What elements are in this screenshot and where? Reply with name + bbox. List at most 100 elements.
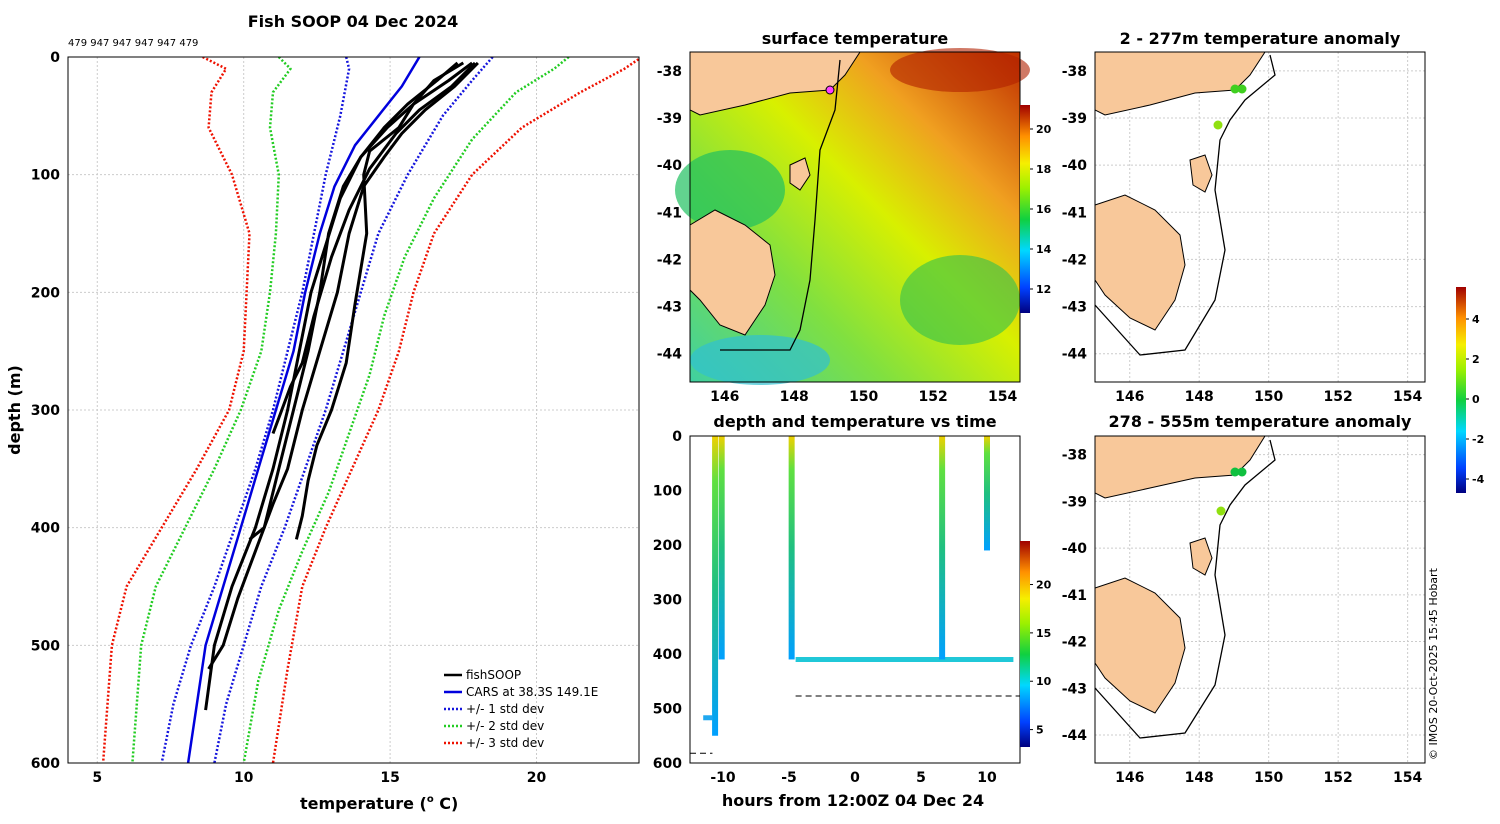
- profile-ytick-label: 200: [31, 285, 60, 301]
- time-xlabel: hours from 12:00Z 04 Dec 24: [722, 791, 984, 810]
- anom-top-title: 2 - 277m temperature anomaly: [1120, 29, 1401, 48]
- sst-xtick-label: 146: [710, 389, 739, 405]
- sst-xtick-label: 150: [849, 389, 878, 405]
- sst-cool-patch-east: [900, 255, 1020, 345]
- anom-top-point-2: [1237, 84, 1247, 94]
- anom-bot-xtick-label: 148: [1185, 770, 1214, 786]
- sst-map-ticks: 146 148 150 152 154 -38 -39 -40 -41 -42 -43 -44: [657, 64, 1018, 405]
- anom-top-ticks: 146 148 150 152 154 -38 -39 -40 -41 -42 -43 -44: [1062, 64, 1423, 405]
- anom-top-xtick-label: 146: [1115, 389, 1144, 405]
- flinders-island: [789, 157, 811, 191]
- profile-panel: Fish SOOP 04 Dec 2024 479 947 947 947 94…: [5, 12, 640, 813]
- time-ytick-label: 200: [653, 538, 682, 554]
- anom-bot-panel: 278 - 555m temperature anomaly 146 148 150…: [1062, 412, 1426, 786]
- profile-xtick-label: 20: [527, 770, 547, 786]
- anom-bot-ytick-label: -42: [1062, 635, 1087, 651]
- profile-ytick-label: 600: [31, 756, 60, 772]
- anom-bot-axes-box: [1094, 435, 1426, 764]
- sst-ytick-label: -43: [657, 300, 682, 316]
- anom-bot-ytick-label: -38: [1062, 448, 1087, 464]
- anom-top-xtick-label: 150: [1254, 389, 1283, 405]
- anom-bot-shelf-contour: [1094, 439, 1276, 739]
- anom-bot-xtick-label: 154: [1393, 770, 1422, 786]
- sst-cool-patch-south: [690, 335, 830, 385]
- anom-top-ytick-label: -43: [1062, 300, 1087, 316]
- profile-line-fishsoop-cast-5: [271, 61, 477, 435]
- anomaly-colorbar-tick-label: -2: [1472, 433, 1484, 446]
- profile-line--3-std-dev-high: [271, 57, 639, 763]
- time-colorbar-tick-label: 20: [1036, 579, 1052, 592]
- profile-xtick-label: 15: [380, 770, 399, 786]
- mainland-australia: [689, 51, 861, 116]
- time-ytick-label: 100: [653, 484, 682, 500]
- anom-top-ytick-label: -39: [1062, 111, 1087, 127]
- profile-ylabel: depth (m): [5, 365, 24, 455]
- time-colorbar-tick-label: 5: [1036, 724, 1044, 737]
- time-ytick-label: 0: [672, 429, 682, 445]
- anom-bot-point-1: [1230, 467, 1240, 477]
- time-series-cast-5: [984, 436, 990, 551]
- profile-grid: [68, 56, 639, 764]
- sst-ytick-label: -40: [657, 158, 683, 174]
- anom-top-shelf-contour: [1094, 54, 1276, 356]
- shelf-contour: [720, 59, 841, 351]
- time-colorbar: [1020, 541, 1030, 747]
- anom-bot-flinders: [1189, 537, 1213, 576]
- profile-line-fishsoop-cast-4: [248, 61, 459, 541]
- anom-top-axes-box: [1094, 51, 1426, 383]
- time-ytick-label: 300: [653, 593, 682, 609]
- sst-colorbar-ticks: 12 14 16 18 20: [1030, 123, 1052, 296]
- profile-ytick-label: 400: [31, 521, 60, 537]
- anom-bot-grid: [1095, 436, 1425, 763]
- anom-top-mainland: [1094, 51, 1266, 116]
- anom-top-xtick-label: 148: [1185, 389, 1214, 405]
- sst-colorbar: [1020, 105, 1030, 313]
- anom-bot-xtick-label: 150: [1254, 770, 1283, 786]
- sst-ytick-label: -41: [657, 205, 682, 221]
- anom-top-xtick-label: 152: [1324, 389, 1353, 405]
- time-xtick-label: -10: [710, 770, 736, 786]
- anom-bot-mainland: [1094, 435, 1266, 499]
- time-xtick-label: 10: [977, 770, 997, 786]
- profile-line--2-std-dev-high: [242, 57, 570, 763]
- anom-bot-ytick-label: -40: [1062, 541, 1088, 557]
- sst-warm-patch: [890, 48, 1030, 92]
- time-xtick-label: 5: [916, 770, 926, 786]
- sst-colorbar-tick-label: 16: [1036, 203, 1052, 216]
- profile-ytick-label: 100: [31, 168, 60, 184]
- profile-line--1-std-dev-low: [160, 57, 351, 763]
- anom-bot-xtick-label: 152: [1324, 770, 1353, 786]
- profile-xlabel: temperature (o C): [300, 794, 458, 813]
- sst-colorbar-tick-label: 18: [1036, 163, 1051, 176]
- profile-ytick-label: 0: [50, 50, 60, 66]
- profile-line-fishsoop-cast-3: [294, 61, 465, 540]
- time-colorbar-ticks: 5 10 15 20: [1030, 579, 1052, 737]
- profile-line-fishsoop-cast-2: [207, 61, 479, 670]
- anom-bot-ytick-label: -44: [1062, 728, 1088, 744]
- sst-xtick-label: 148: [780, 389, 809, 405]
- anom-bot-ticks: 146 148 150 152 154 -38 -39 -40 -41 -42 -43 -44: [1062, 448, 1423, 786]
- time-ytick-label: 600: [653, 756, 682, 772]
- sst-ytick-label: -44: [657, 347, 683, 363]
- anomaly-colorbar-tick-label: -4: [1472, 473, 1485, 486]
- anom-top-flinders: [1189, 154, 1213, 193]
- anomaly-colorbar-tick-label: 4: [1472, 313, 1480, 326]
- tasmania-land: [689, 209, 776, 336]
- fishsoop-position-marker: [825, 85, 835, 95]
- anom-top-panel: 2 - 277m temperature anomaly 146 148 150 15…: [1062, 29, 1426, 405]
- anom-top-point-3: [1213, 120, 1223, 130]
- time-series-cast-3: [788, 436, 795, 660]
- credit-text: © IMOS 20-Oct-2025 15:45 Hobart: [1427, 567, 1440, 760]
- time-series: [690, 436, 1020, 754]
- anomaly-colorbar-ticks: -4 -2 0 2 4: [1466, 313, 1485, 486]
- anom-bot-ytick-label: -39: [1062, 494, 1087, 510]
- anom-top-point-1: [1230, 84, 1240, 94]
- time-panel: depth and temperature vs time -10 -5 0 5 100…: [653, 412, 1052, 810]
- profile-counts-label: 479 947 947 947 947 479: [68, 38, 198, 49]
- profile-xtick-label: 10: [234, 770, 254, 786]
- anomaly-colorbar-tick-label: 0: [1472, 393, 1480, 406]
